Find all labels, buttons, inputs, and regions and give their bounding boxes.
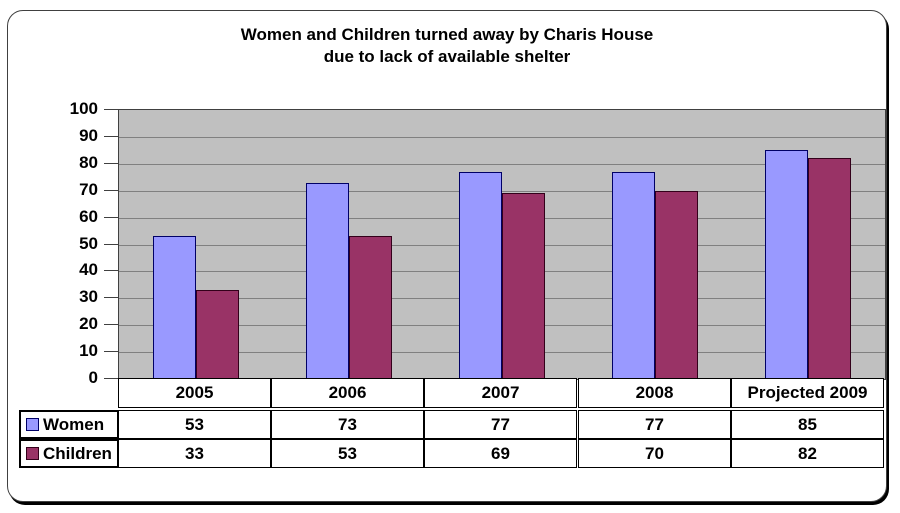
y-tick-mark-90 [104, 136, 118, 137]
bar-children-2008 [655, 191, 698, 379]
gridline-90 [119, 137, 885, 138]
y-tick-label-90: 90 [79, 126, 98, 145]
chart-frame: Women and Children turned away by Charis… [7, 10, 887, 502]
table-value-cell-children-2005: 33 [118, 439, 271, 468]
series-name-women: Women [43, 414, 105, 434]
y-tick-mark-40 [104, 270, 118, 271]
y-tick-mark-70 [104, 190, 118, 191]
plot-area [118, 109, 886, 380]
chart-subtitle: due to lack of available shelter [323, 47, 571, 66]
table-value-cell-children-projected-2009: 82 [731, 439, 884, 468]
y-tick-label-30: 30 [79, 287, 98, 306]
y-tick-label-80: 80 [79, 153, 98, 172]
bar-women-2005 [153, 236, 196, 379]
y-tick-label-0: 0 [88, 368, 98, 387]
bar-children-2005 [196, 290, 239, 379]
table-value-cell-children-2007: 69 [424, 439, 577, 468]
table-value-cell-children-2006: 53 [271, 439, 424, 468]
table-value-cell-women-2005: 53 [118, 410, 271, 439]
chart-title-block: Women and Children turned away by Charis… [8, 24, 886, 68]
y-tick-mark-30 [104, 297, 118, 298]
y-tick-label-40: 40 [79, 260, 98, 279]
y-tick-mark-50 [104, 244, 118, 245]
gridline-80 [119, 164, 885, 165]
table-header-cell-2005: 2005 [118, 378, 271, 408]
bar-women-2007 [459, 172, 502, 379]
bar-children-2006 [349, 236, 392, 379]
y-tick-label-10: 10 [79, 341, 98, 360]
table-header-cell-2007: 2007 [424, 378, 577, 408]
y-tick-label-50: 50 [79, 234, 98, 253]
legend-row-label-children: Children [19, 439, 119, 468]
legend-swatch-children [26, 447, 39, 460]
series-name-children: Children [43, 443, 112, 463]
chart-title: Women and Children turned away by Charis… [240, 25, 654, 44]
y-tick-mark-20 [104, 324, 118, 325]
table-value-cell-women-projected-2009: 85 [731, 410, 884, 439]
bar-children-2007 [502, 193, 545, 379]
y-tick-label-100: 100 [69, 99, 98, 118]
y-tick-label-20: 20 [79, 314, 98, 333]
table-header-cell-projected-2009: Projected 2009 [731, 378, 884, 408]
gridline-70 [119, 191, 885, 192]
y-tick-mark-80 [104, 163, 118, 164]
y-tick-mark-60 [104, 217, 118, 218]
legend-swatch-women [26, 418, 39, 431]
y-tick-mark-10 [104, 351, 118, 352]
bar-women-2008 [612, 172, 655, 379]
y-tick-mark-100 [104, 109, 118, 110]
table-value-cell-women-2006: 73 [271, 410, 424, 439]
y-tick-mark-0 [104, 378, 118, 379]
table-header-cell-2006: 2006 [271, 378, 424, 408]
bar-women-projected-2009 [765, 150, 808, 379]
y-tick-label-70: 70 [79, 180, 98, 199]
table-value-cell-women-2008: 77 [578, 410, 731, 439]
table-value-cell-women-2007: 77 [424, 410, 577, 439]
legend-row-label-women: Women [19, 410, 119, 439]
bar-children-projected-2009 [808, 158, 851, 379]
table-header-cell-2008: 2008 [578, 378, 731, 408]
table-value-cell-children-2008: 70 [578, 439, 731, 468]
bar-women-2006 [306, 183, 349, 379]
y-tick-label-60: 60 [79, 207, 98, 226]
